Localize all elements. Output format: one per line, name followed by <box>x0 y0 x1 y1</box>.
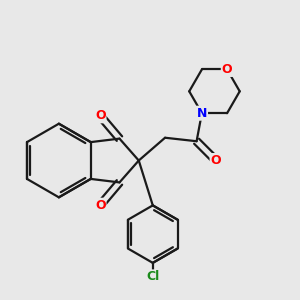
Text: O: O <box>222 63 232 76</box>
Text: O: O <box>95 109 106 122</box>
Text: N: N <box>197 107 207 120</box>
Text: Cl: Cl <box>146 270 159 284</box>
Text: O: O <box>211 154 221 167</box>
Text: O: O <box>95 199 106 212</box>
